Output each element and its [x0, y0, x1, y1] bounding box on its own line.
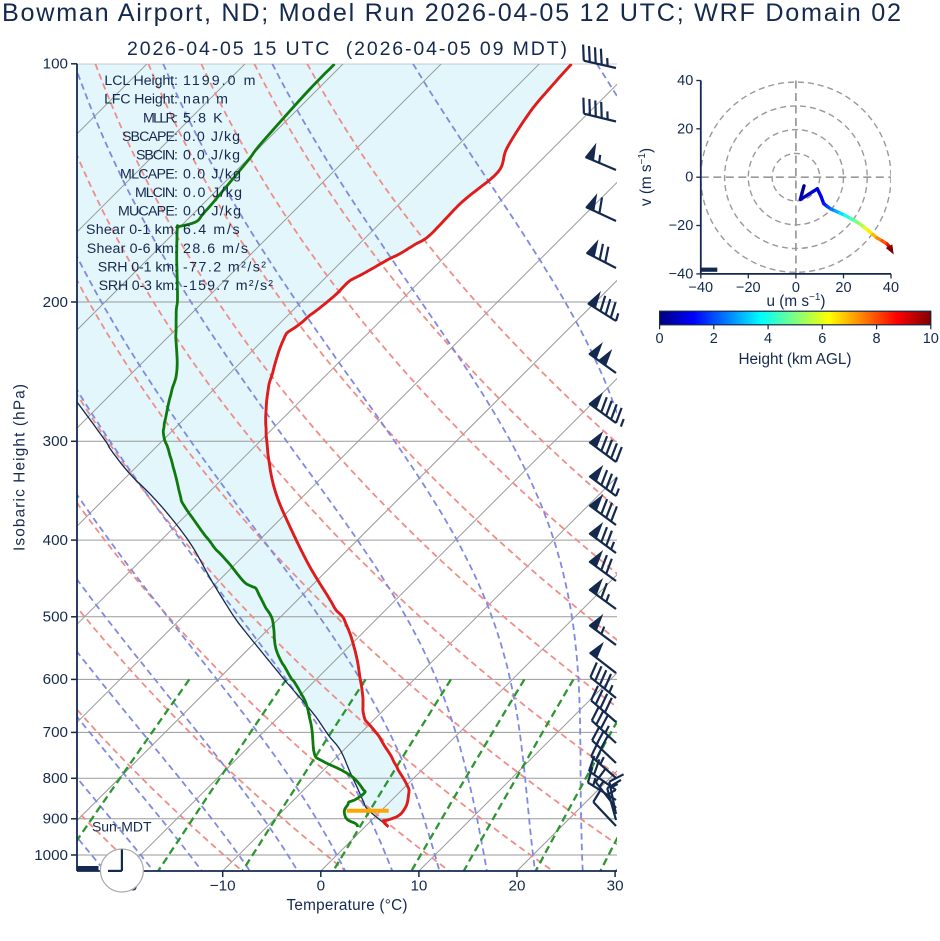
- svg-text:Sun-MDT: Sun-MDT: [92, 819, 152, 835]
- svg-text:MLLR:: MLLR:: [143, 110, 178, 126]
- svg-text:SRH 0-3 km:: SRH 0-3 km:: [99, 278, 178, 294]
- svg-text:Height (km AGL): Height (km AGL): [739, 351, 852, 368]
- svg-text:0.0 J/kg: 0.0 J/kg: [183, 129, 240, 145]
- svg-text:10: 10: [923, 331, 939, 347]
- svg-text:−10: −10: [210, 878, 236, 895]
- svg-text:900: 900: [43, 811, 68, 828]
- svg-text:1199.0 m: 1199.0 m: [183, 73, 255, 89]
- svg-text:10: 10: [410, 878, 427, 895]
- svg-text:800: 800: [43, 770, 68, 787]
- svg-text:SBCAPE:: SBCAPE:: [122, 129, 178, 145]
- svg-text:300: 300: [43, 433, 68, 450]
- svg-text:MLCAPE:: MLCAPE:: [120, 166, 178, 182]
- svg-text:0: 0: [317, 878, 325, 895]
- svg-text:MUCAPE:: MUCAPE:: [118, 204, 178, 220]
- svg-text:40: 40: [883, 280, 899, 296]
- svg-text:30: 30: [607, 878, 624, 895]
- svg-text:−40: −40: [669, 266, 694, 282]
- svg-text:-159.7 m²/s²: -159.7 m²/s²: [183, 278, 273, 294]
- svg-text:2026-04-05 15 UTC (2026-04-05: 2026-04-05 15 UTC (2026-04-05 09 MDT): [127, 38, 567, 60]
- svg-text:4: 4: [764, 331, 772, 347]
- svg-text:SBCIN:: SBCIN:: [136, 148, 178, 164]
- svg-text:40: 40: [677, 73, 693, 89]
- svg-text:0.0 J/kg: 0.0 J/kg: [183, 185, 242, 201]
- svg-text:Shear 0-6 km:: Shear 0-6 km:: [87, 241, 178, 257]
- svg-text:5.8 K: 5.8 K: [183, 110, 223, 126]
- svg-text:500: 500: [43, 609, 68, 626]
- svg-text:Temperature (°C): Temperature (°C): [287, 897, 408, 914]
- svg-text:0.0 J/kg: 0.0 J/kg: [183, 204, 241, 220]
- svg-text:−20: −20: [736, 280, 761, 296]
- svg-text:600: 600: [43, 671, 68, 688]
- svg-text:nan m: nan m: [183, 92, 228, 108]
- svg-text:2: 2: [710, 331, 718, 347]
- svg-text:0: 0: [685, 170, 693, 186]
- svg-text:0: 0: [656, 331, 664, 347]
- svg-text:Shear 0-1 km:: Shear 0-1 km:: [86, 222, 178, 238]
- svg-text:Bowman Airport, ND; Model Run: Bowman Airport, ND; Model Run 2026-04-05…: [2, 0, 901, 27]
- svg-text:1000: 1000: [34, 847, 68, 864]
- svg-text:Isobaric Height (hPa): Isobaric Height (hPa): [12, 384, 29, 551]
- svg-text:−20: −20: [669, 218, 694, 234]
- svg-text:0.0 J/kg: 0.0 J/kg: [183, 148, 240, 164]
- svg-text:0.0 J/kg: 0.0 J/kg: [183, 166, 241, 182]
- svg-text:LFC Height:: LFC Height:: [104, 92, 178, 108]
- svg-text:8: 8: [873, 331, 881, 347]
- svg-text:20: 20: [835, 280, 851, 296]
- svg-text:200: 200: [43, 294, 68, 311]
- svg-text:700: 700: [43, 724, 68, 741]
- svg-text:100: 100: [43, 56, 68, 73]
- svg-text:20: 20: [509, 878, 526, 895]
- svg-text:-77.2 m²/s²: -77.2 m²/s²: [183, 260, 266, 276]
- svg-text:LCL Height:: LCL Height:: [104, 73, 178, 89]
- svg-text:20: 20: [677, 121, 693, 137]
- svg-text:400: 400: [43, 532, 68, 549]
- svg-text:6: 6: [818, 331, 826, 347]
- svg-text:MLCIN:: MLCIN:: [135, 185, 178, 201]
- svg-text:SRH 0-1 km:: SRH 0-1 km:: [98, 260, 178, 276]
